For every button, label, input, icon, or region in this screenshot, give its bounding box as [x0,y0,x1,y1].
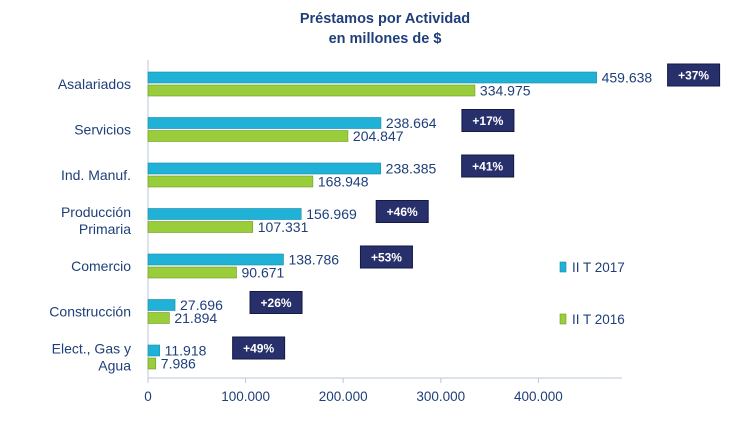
data-label: 334.975 [480,83,531,99]
data-label: 459.638 [602,70,653,86]
growth-badge [359,245,413,269]
bar [147,84,476,97]
data-label: 21.894 [174,310,217,326]
bar [147,130,349,142]
category-label: Agua [98,358,131,374]
bar [147,253,284,266]
category-label: Ind. Manuf. [61,167,131,183]
data-label: 168.948 [318,174,369,190]
data-label: 11.918 [165,343,207,359]
x-tick-label: 200.000 [319,389,368,404]
category-label: Servicios [74,122,131,138]
x-tick-label: 0 [144,389,152,404]
growth-badge-label: +53% [371,251,402,265]
chart-title: Préstamos por Actividad [300,11,470,27]
growth-badge-label: +41% [472,160,503,174]
legend-label: II T 2017 [572,260,625,275]
bar [147,175,314,188]
chart-subtitle: en millones de $ [329,31,442,47]
category-label: Elect., Gas y [52,341,131,357]
category-label: Primaria [79,221,131,237]
data-label: 238.664 [386,115,437,131]
growth-badge [249,291,303,314]
bar [147,357,157,370]
x-tick-label: 100.000 [221,389,270,404]
bar [147,221,254,233]
x-tick-label: 300.000 [416,389,465,404]
bar [147,117,382,129]
category-label: Producción [61,204,131,220]
data-label: 107.331 [258,219,309,235]
growth-badge [461,109,515,132]
data-label: 27.696 [180,297,223,313]
data-label: 138.786 [288,252,339,268]
growth-badge-label: +37% [678,69,709,83]
category-label: Construcción [49,304,131,320]
legend-swatch [559,313,567,325]
growth-badge-label: +49% [243,342,274,356]
growth-badge [667,63,721,87]
growth-badge-label: +26% [261,296,292,310]
growth-badge [461,154,515,178]
bar [147,71,597,84]
plot-area: 0 100.000 200.000 300.000 400.000 459.638 334.… [49,60,721,404]
category-label: Asalariados [58,76,131,92]
data-label: 90.671 [241,265,284,281]
legend-label: II T 2016 [572,312,625,327]
growth-badge [232,336,286,360]
bar [147,208,302,220]
growth-badge-label: +17% [472,114,503,128]
x-tick-label: 400.000 [514,389,563,404]
growth-badge [375,200,429,223]
bar [147,162,381,175]
legend: II T 2017 II T 2016 [559,260,625,327]
data-label: 7.986 [161,356,196,372]
legend-swatch [559,261,567,273]
bar [147,312,170,324]
data-label: 238.385 [386,161,437,177]
bar [147,299,176,311]
bar [147,266,237,279]
data-label: 204.847 [353,128,404,144]
bar [147,344,160,357]
category-label: Comercio [71,258,131,274]
chart-title-group: Préstamos por Actividad en millones de $ [300,11,470,47]
growth-badge-label: +46% [387,205,418,219]
data-label: 156.969 [306,206,357,222]
